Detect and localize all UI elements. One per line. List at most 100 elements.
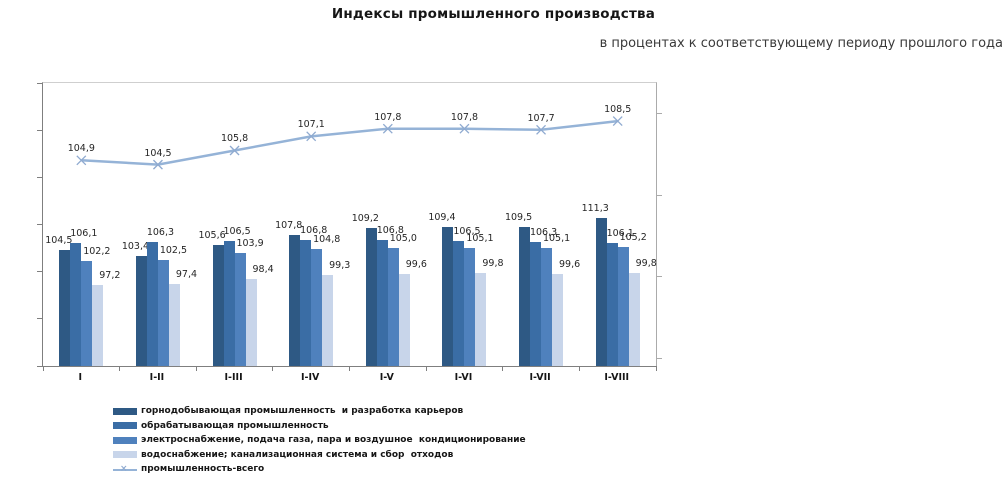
secondary-axis-tick	[656, 357, 662, 359]
bar	[453, 241, 465, 366]
bar-value-label: 99,3	[329, 259, 351, 271]
line-series	[76, 116, 623, 170]
category-axis-tick	[502, 366, 504, 371]
bar-value-label: 97,2	[99, 269, 121, 281]
x-marker-icon	[76, 155, 87, 166]
category-axis-tick	[425, 366, 427, 371]
bar-value-label: 105,1	[466, 232, 494, 244]
x-marker-icon	[229, 145, 240, 156]
legend-swatch-icon	[113, 451, 137, 459]
category-axis-tick	[42, 366, 44, 371]
line-value-label: 105,8	[220, 133, 249, 145]
bar	[157, 259, 169, 366]
legend-swatch-icon	[113, 422, 137, 430]
x-marker-icon	[459, 123, 470, 134]
legend-label: электроснабжение, подача газа, пара и во…	[141, 435, 526, 446]
bar-value-label: 99,8	[482, 257, 504, 269]
bar	[365, 228, 377, 366]
bar-value-label: 109,4	[428, 212, 456, 224]
legend-swatch-icon	[113, 407, 137, 415]
legend-label: промышленность-всего	[141, 464, 265, 475]
chart-title: Индексы промышленного производства	[331, 6, 656, 22]
legend-label: обрабатывающая промышленность	[141, 420, 329, 431]
bar	[519, 226, 531, 366]
x-marker-icon	[536, 124, 547, 135]
x-marker-icon	[152, 159, 163, 170]
bar	[398, 273, 410, 366]
bar	[168, 283, 180, 366]
bar	[234, 253, 246, 366]
bar-value-label: 98,4	[252, 264, 274, 276]
primary-axis-tick	[37, 271, 43, 273]
primary-axis-tick	[37, 224, 43, 225]
bar-value-label: 106,1	[606, 227, 634, 239]
legend-item: горнодобывающая промышленность и разрабо…	[113, 404, 526, 419]
x-marker-icon	[76, 155, 87, 166]
bar-value-label: 103,4	[121, 240, 150, 252]
bar-value-label: 111,3	[581, 203, 609, 215]
primary-axis-tick	[37, 176, 43, 178]
primary-axis-tick	[37, 318, 43, 320]
bar	[212, 245, 224, 366]
bar	[92, 284, 104, 366]
bar-value-label: 109,5	[504, 211, 533, 223]
bar-value-label: 102,2	[83, 246, 111, 258]
bar-value-label: 105,6	[198, 230, 226, 242]
bar	[387, 248, 399, 366]
x-marker-icon	[612, 116, 623, 127]
primary-axis-tick	[37, 365, 43, 367]
bar	[322, 274, 334, 366]
x-axis-tick-label: I-VIII	[604, 372, 630, 383]
category-axis-tick	[349, 366, 350, 371]
x-axis-tick-label: I-VII	[529, 372, 551, 383]
bar-value-label: 103,9	[236, 238, 264, 250]
bar-value-label: 106,3	[529, 226, 558, 238]
bar-value-label: 99,6	[405, 258, 427, 270]
bar	[81, 261, 93, 366]
x-marker-icon	[459, 123, 470, 134]
legend-label: водоснабжение; канализационная система и…	[141, 449, 454, 460]
x-marker-icon	[152, 159, 163, 170]
bar	[628, 272, 640, 366]
x-marker-icon	[229, 145, 240, 156]
bar-value-label: 106,8	[376, 224, 404, 236]
x-marker-icon	[306, 131, 317, 142]
line-value-label: 107,8	[450, 111, 479, 123]
line-value-label: 107,8	[374, 111, 402, 123]
bar-value-label: 105,0	[389, 233, 417, 245]
secondary-axis-tick	[656, 113, 662, 114]
bar-value-label: 105,2	[619, 232, 647, 244]
x-marker-icon	[536, 124, 547, 135]
line-value-label: 108,5	[604, 104, 632, 116]
x-marker-icon	[612, 116, 623, 127]
bar	[464, 247, 476, 366]
bar	[300, 239, 312, 366]
legend: горнодобывающая промышленность и разрабо…	[113, 404, 526, 477]
legend-item: × промышленность-всего	[113, 462, 526, 477]
bar-value-label: 99,8	[635, 257, 657, 269]
bar	[541, 247, 553, 366]
line-value-label: 107,1	[297, 119, 325, 131]
plot-area: 104,5 103,4 105,6 107,8 109,2 109,4 109,5 111,3…	[37, 82, 662, 371]
bar-value-label: 109,2	[351, 213, 379, 225]
bar-value-label: 106,1	[70, 227, 98, 239]
x-axis-tick-label: I-III	[224, 372, 243, 383]
bar-value-label: 104,5	[45, 235, 73, 247]
x-marker-icon	[382, 123, 393, 134]
secondary-axis-tick	[656, 194, 662, 196]
category-axis-tick	[272, 366, 274, 371]
bar	[475, 272, 487, 366]
primary-axis-tick	[37, 129, 43, 131]
bar-value-label: 104,8	[313, 234, 341, 246]
x-marker-icon	[306, 131, 317, 142]
x-axis-tick-label: I-II	[149, 372, 165, 383]
bar-value-label: 107,8	[275, 219, 303, 231]
bar	[376, 239, 388, 366]
x-axis-tick-label: I	[78, 372, 83, 383]
legend-item: водоснабжение; канализационная система и…	[113, 448, 526, 463]
bar	[135, 255, 147, 366]
x-axis-tick-label: I-IV	[301, 372, 320, 383]
category-axis-tick	[578, 366, 580, 371]
bar	[606, 242, 618, 366]
